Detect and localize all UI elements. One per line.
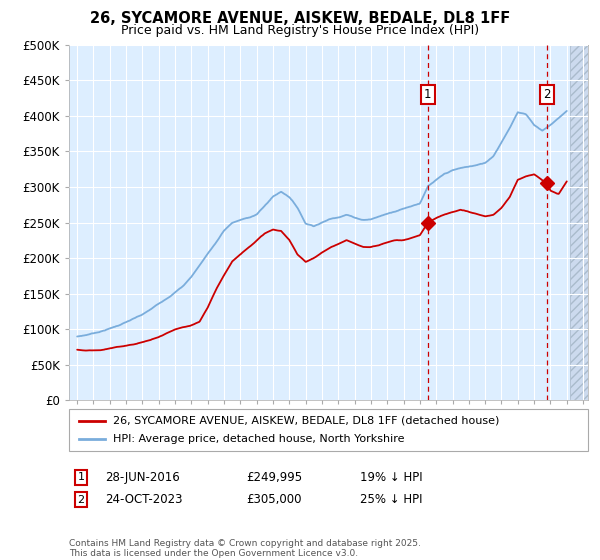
Text: HPI: Average price, detached house, North Yorkshire: HPI: Average price, detached house, Nort… [113,434,404,444]
Text: 2: 2 [77,494,85,505]
Text: 26, SYCAMORE AVENUE, AISKEW, BEDALE, DL8 1FF: 26, SYCAMORE AVENUE, AISKEW, BEDALE, DL8… [90,11,510,26]
Bar [569,45,588,400]
Bar [569,45,588,400]
Text: £305,000: £305,000 [246,493,302,506]
Text: 24-OCT-2023: 24-OCT-2023 [105,493,182,506]
Text: 26, SYCAMORE AVENUE, AISKEW, BEDALE, DL8 1FF (detached house): 26, SYCAMORE AVENUE, AISKEW, BEDALE, DL8… [113,416,499,426]
Text: 1: 1 [77,472,85,482]
Text: 2: 2 [544,88,551,101]
Text: £249,995: £249,995 [246,470,302,484]
Text: 19% ↓ HPI: 19% ↓ HPI [360,470,422,484]
FancyBboxPatch shape [69,409,588,451]
Text: 25% ↓ HPI: 25% ↓ HPI [360,493,422,506]
Text: Contains HM Land Registry data © Crown copyright and database right 2025.
This d: Contains HM Land Registry data © Crown c… [69,539,421,558]
Text: 28-JUN-2016: 28-JUN-2016 [105,470,180,484]
Text: Price paid vs. HM Land Registry's House Price Index (HPI): Price paid vs. HM Land Registry's House … [121,24,479,37]
Text: 1: 1 [424,88,431,101]
